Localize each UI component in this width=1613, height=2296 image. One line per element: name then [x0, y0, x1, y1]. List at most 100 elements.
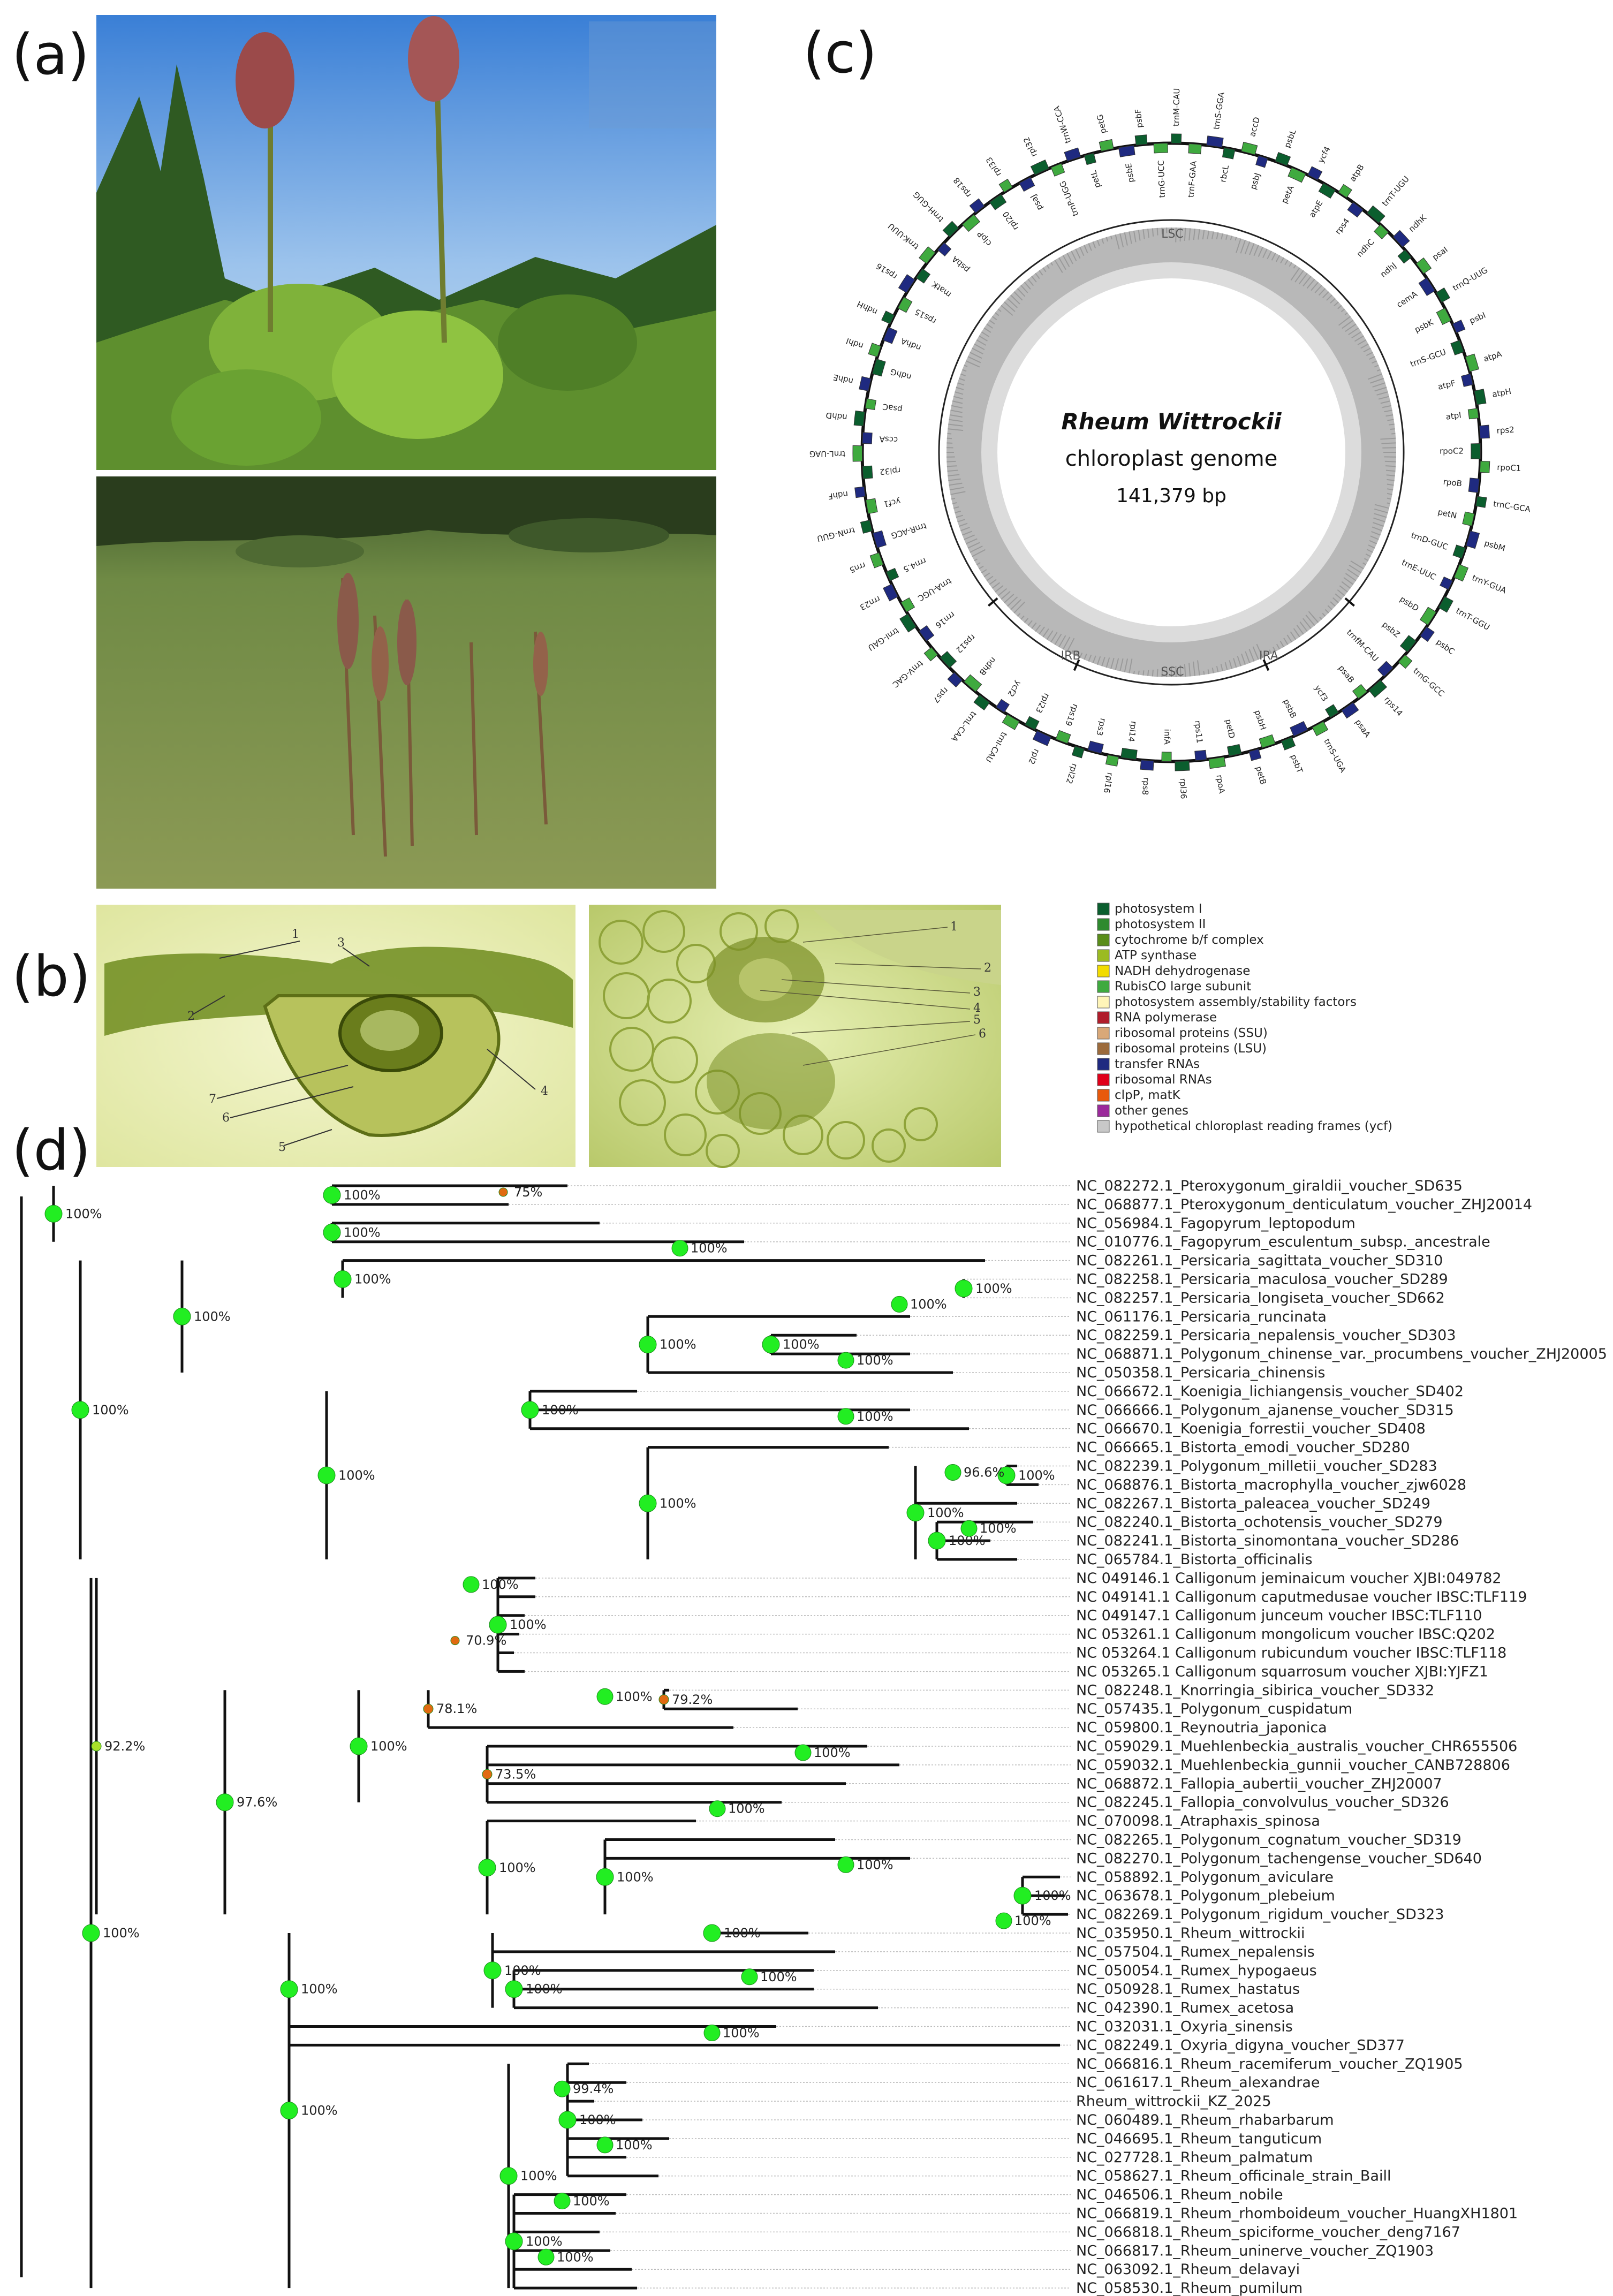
gene-label-ndhI: ndhI	[845, 336, 865, 351]
tip-label: NC_032031.1_Oxyria_sinensis	[1076, 2019, 1293, 2035]
gene-label-ndhE: ndhE	[832, 372, 854, 386]
gene-label-trnV-GAC: trnV-GAC	[890, 658, 925, 689]
gene-block-ndhJ	[1397, 249, 1412, 264]
gene-label-atpA: atpA	[1482, 349, 1503, 363]
legend-swatch-1	[1097, 918, 1110, 931]
tip-label: NC_063678.1_Polygonum_plebeium	[1076, 1888, 1335, 1904]
gene-label-trnF-GAA: trnF-GAA	[1186, 160, 1198, 198]
support-node	[450, 1636, 460, 1646]
support-node	[928, 1532, 946, 1550]
anno-right-6: 6	[979, 1027, 986, 1041]
gene-block-trnS-GCU	[1450, 339, 1464, 355]
gene-label-trnY-GUA: trnY-GUA	[1471, 573, 1508, 596]
support-node	[498, 1187, 508, 1197]
gene-label-rpl2: rpl2	[1026, 747, 1042, 766]
gene-label-rrn23: rrn23	[858, 594, 882, 612]
gene-label-rps18: rps18	[951, 176, 973, 200]
gene-block-psaC	[865, 398, 877, 410]
gene-block-atpF	[1460, 373, 1474, 387]
gene-label-psaA: psaA	[1353, 717, 1373, 739]
support-label: 100%	[728, 1801, 765, 1816]
tip-label: NC_046695.1_Rheum_tanguticum	[1076, 2131, 1322, 2147]
gene-block-psbJ	[1255, 155, 1268, 168]
gene-label-trnI-CAU: trnI-CAU	[983, 730, 1009, 764]
legend-swatch-12	[1097, 1089, 1110, 1102]
gene-block-atpB	[1338, 184, 1352, 198]
tip-label: NC_027728.1_Rheum_palmatum	[1076, 2149, 1313, 2166]
tip-label: NC_057435.1_Polygonum_cuspidatum	[1076, 1701, 1352, 1717]
gene-label-petL: petL	[1088, 169, 1102, 189]
tip-label: NC_082270.1_Polygonum_tachengense_vouche…	[1076, 1850, 1482, 1867]
gene-block-ycf4	[1307, 166, 1323, 180]
support-node	[794, 1744, 812, 1761]
gene-block-rpl32	[1030, 160, 1049, 176]
gene-label-trnP-UGG: trnP-UGG	[1058, 179, 1081, 217]
tip-label: NC_068876.1_Bistorta_macrophylla_voucher…	[1076, 1476, 1466, 1493]
support-node	[521, 1401, 539, 1419]
tip-label: NC 049146.1 Calligonum jeminaicum vouche…	[1076, 1570, 1502, 1587]
gene-label-ycf2: ycf2	[1006, 679, 1024, 699]
gene-label-rpl23: rpl23	[1034, 692, 1052, 715]
phylogenetic-tree: 100% 100% 100% 100% 100% 100% 100% 100% 100% 100%…	[20, 1178, 1607, 2296]
gene-block-trnY-GUA	[1453, 564, 1469, 582]
support-label: 97.6%	[237, 1795, 277, 1810]
tip-label: NC_035950.1_Rheum_wittrockii	[1076, 1925, 1305, 1942]
gene-block-petD	[1227, 744, 1242, 756]
legend-label-13: other genes	[1115, 1104, 1188, 1118]
support-label: 100%	[499, 1860, 536, 1875]
gene-label-accD: accD	[1247, 116, 1262, 138]
gene-block-rpl32	[862, 465, 873, 479]
gene-label-trnW-CCA: trnW-CCA	[1051, 104, 1073, 145]
gene-block-rrn16	[919, 625, 935, 642]
tip-label: NC_066666.1_Polygonum_ajanense_voucher_S…	[1076, 1402, 1454, 1419]
gene-label-atpF: atpF	[1437, 378, 1457, 391]
support-label: 100%	[857, 1353, 893, 1368]
gene-block-rps19	[1055, 730, 1071, 744]
tip-label: NC_082248.1_Knorringia_sibirica_voucher_…	[1076, 1682, 1434, 1699]
support-label: 100%	[1034, 1888, 1071, 1903]
support-label: 100%	[980, 1521, 1017, 1536]
tip-label: NC 049141.1 Calligonum caputmedusae vouc…	[1076, 1589, 1527, 1605]
gene-block-psbT	[1281, 737, 1296, 751]
support-node	[596, 1868, 614, 1886]
support-label: 100%	[760, 1969, 797, 1984]
gene-label-rps12: rps12	[954, 632, 977, 655]
anno-left-6: 6	[222, 1111, 230, 1125]
gene-block-ndhD	[853, 410, 865, 427]
gene-block-psaJ	[1019, 177, 1035, 192]
gene-block-petB	[1248, 748, 1262, 761]
support-node	[596, 1688, 614, 1705]
gene-block-infA	[1161, 752, 1172, 762]
support-label: 100%	[344, 1187, 381, 1202]
tip-label: NC_082245.1_Fallopia_convolvulus_voucher…	[1076, 1794, 1449, 1811]
gene-block-rbcL	[1222, 147, 1236, 160]
gene-block-trnS-GGA	[1206, 135, 1224, 148]
gene-block-rps14	[1368, 679, 1388, 698]
gene-label-rrn4.5: rrn4.5	[902, 556, 928, 574]
tip-label: NC_082267.1_Bistorta_paleacea_voucher_SD…	[1076, 1495, 1430, 1512]
genome-subtitle: chloroplast genome	[1065, 446, 1278, 471]
gene-label-rpl14: rpl14	[1126, 721, 1139, 742]
gene-label-rpl36: rpl36	[1178, 778, 1188, 799]
tip-label: NC_059029.1_Muehlenbeckia_australis_vouc…	[1076, 1738, 1517, 1755]
anno-left-2: 2	[187, 1010, 195, 1023]
gene-label-rpl16: rpl16	[1102, 772, 1115, 794]
support-node	[703, 1924, 721, 1942]
genome-center	[997, 278, 1345, 626]
support-node	[995, 1912, 1012, 1929]
gene-label-ccsA: ccsA	[879, 434, 898, 445]
gene-block-rps16	[898, 274, 915, 293]
support-label: 100%	[526, 2234, 563, 2249]
gene-label-trnE-UUC: trnE-UUC	[1400, 558, 1437, 582]
gene-block-petN	[1462, 511, 1475, 527]
tip-label: NC_042390.1_Rumex_acetosa	[1076, 2000, 1294, 2017]
gene-label-trnT-GGU: trnT-GGU	[1455, 606, 1491, 632]
gene-label-trnS-UGA: trnS-UGA	[1322, 737, 1348, 775]
anno-left-5: 5	[278, 1141, 286, 1154]
gene-block-ndhH	[881, 310, 895, 324]
legend-swatch-8	[1097, 1027, 1110, 1040]
gene-block-rps7	[947, 672, 963, 688]
gene-block-ndhE	[859, 376, 872, 391]
tip-label: NC_068877.1_Pteroxygonum_denticulatum_vo…	[1076, 1196, 1532, 1213]
gene-block-psbK	[1436, 307, 1452, 325]
